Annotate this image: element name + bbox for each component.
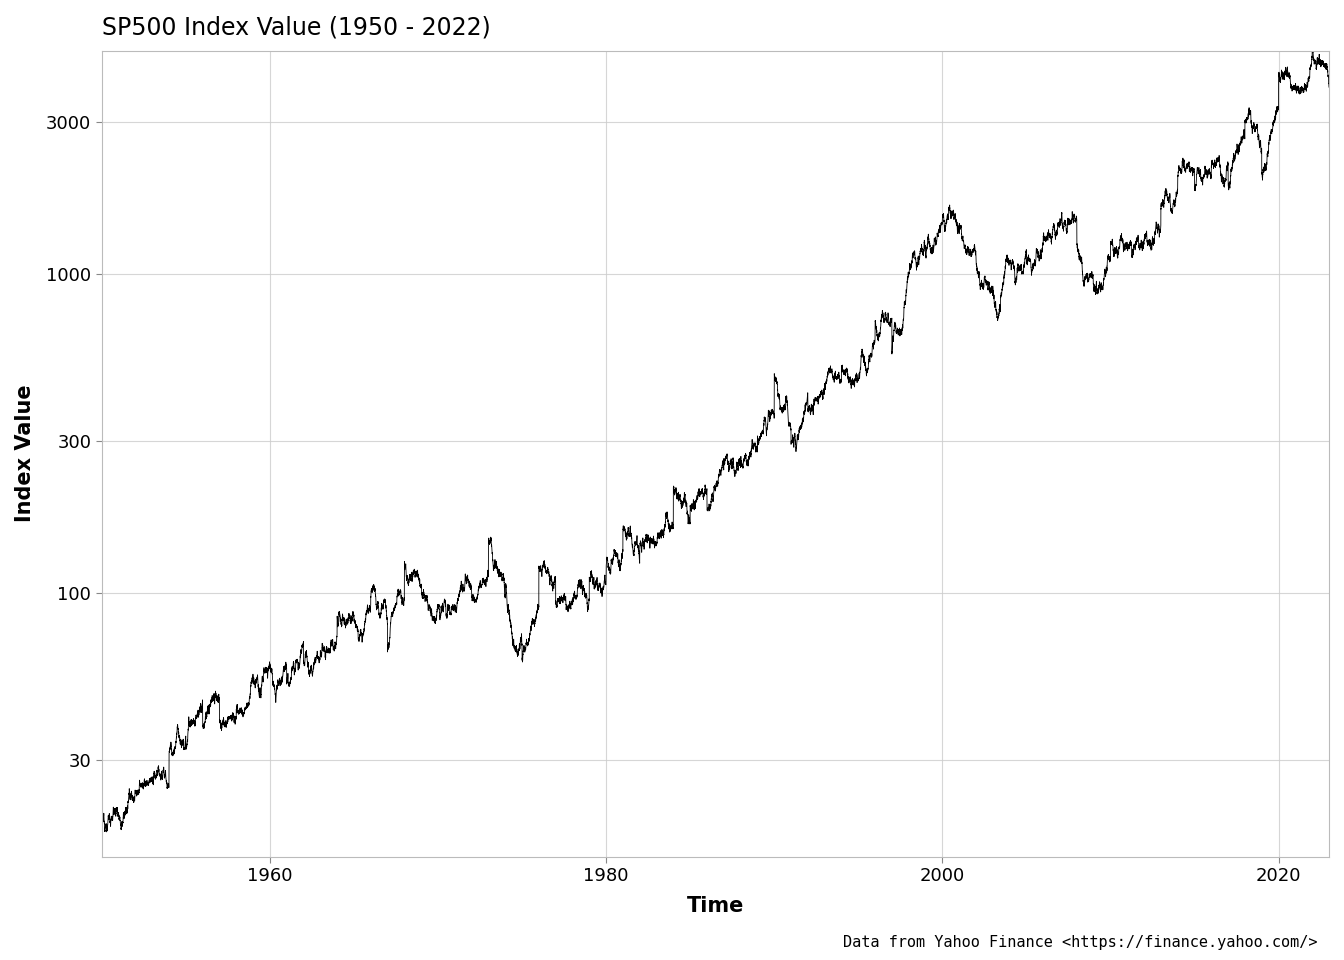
X-axis label: Time: Time <box>687 897 745 916</box>
Y-axis label: Index Value: Index Value <box>15 385 35 522</box>
Text: Data from Yahoo Finance <https://finance.yahoo.com/>: Data from Yahoo Finance <https://finance… <box>843 935 1317 950</box>
Text: SP500 Index Value (1950 - 2022): SP500 Index Value (1950 - 2022) <box>102 15 491 39</box>
